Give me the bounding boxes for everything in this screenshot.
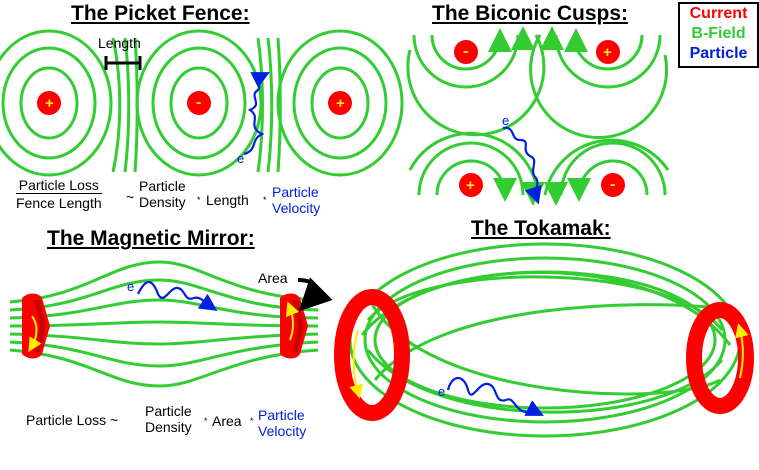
picket-tilde: ~ xyxy=(126,189,135,205)
mirror-times-1: * xyxy=(204,416,208,426)
picket-density-top: Particle xyxy=(139,178,186,194)
picket-fence-field-lines xyxy=(0,29,404,177)
picket-fence-currents xyxy=(37,91,352,115)
biconic-cusps-title: The Biconic Cusps: xyxy=(432,2,629,25)
legend-current: Current xyxy=(689,5,748,22)
tokamak-right-coil xyxy=(686,302,754,414)
area-label: Area xyxy=(258,270,288,286)
mirror-velocity-top: Particle xyxy=(258,407,305,423)
cusp-charge-4: - xyxy=(610,176,616,193)
mirror-velocity: Particle Velocity xyxy=(258,407,306,439)
picket-loss-numerator: Particle Loss xyxy=(16,178,102,194)
legend: Current B-Field Particle xyxy=(678,2,759,68)
mirror-particle-label: e xyxy=(127,279,135,294)
biconic-cusps-currents xyxy=(454,40,625,197)
mirror-loss-lhs: Particle Loss ~ xyxy=(26,412,119,428)
cusp-charge-1: - xyxy=(463,43,469,60)
magnetic-mirror-particle-path xyxy=(137,280,218,311)
mirror-right-coil xyxy=(280,293,308,359)
area-arrow xyxy=(297,277,333,312)
picket-times-1: * xyxy=(197,195,201,205)
cusp-particle-label: e xyxy=(502,113,510,128)
mirror-density-top: Particle xyxy=(145,403,192,419)
picket-density-bottom: Density xyxy=(139,194,186,210)
mirror-velocity-bottom: Velocity xyxy=(258,423,307,439)
mirror-density-bottom: Density xyxy=(145,419,192,435)
picket-times-2: * xyxy=(263,195,267,205)
picket-charge-3: + xyxy=(336,95,345,112)
mirror-left-coil xyxy=(22,293,50,359)
picket-fence-title: The Picket Fence: xyxy=(71,2,250,25)
length-label: Length xyxy=(98,35,141,51)
picket-loss-fraction: Particle Loss Fence Length xyxy=(16,178,102,210)
magnetic-mirror-title: The Magnetic Mirror: xyxy=(47,227,255,250)
mirror-times-2: * xyxy=(250,416,254,426)
picket-particle-label: e xyxy=(237,151,245,166)
picket-velocity: Particle Velocity xyxy=(272,184,320,216)
picket-fence-particle-path xyxy=(243,72,270,156)
tokamak-title: The Tokamak: xyxy=(471,217,611,240)
cusp-charge-2: + xyxy=(603,44,612,61)
picket-velocity-bottom: Velocity xyxy=(272,200,321,216)
picket-loss-denominator: Fence Length xyxy=(16,195,102,211)
picket-charge-1: + xyxy=(45,95,54,112)
picket-charge-2: - xyxy=(196,94,202,111)
mirror-area-term: Area xyxy=(212,413,242,429)
picket-length-term: Length xyxy=(206,192,249,208)
tokamak-particle-path xyxy=(446,376,544,416)
tokamak-particle-label: e xyxy=(438,384,446,399)
mirror-density: Particle Density xyxy=(145,403,192,435)
picket-density: Particle Density xyxy=(139,178,186,210)
biconic-cusps-particle-path xyxy=(502,126,542,205)
cusp-charge-3: + xyxy=(466,177,475,194)
length-marker xyxy=(104,56,142,70)
picket-velocity-top: Particle xyxy=(272,184,319,200)
legend-particle: Particle xyxy=(689,45,748,62)
tokamak-left-coil xyxy=(334,289,410,421)
biconic-cusps-field-lines xyxy=(406,34,670,196)
legend-b-field: B-Field xyxy=(691,25,746,42)
magnetic-mirror-field-lines xyxy=(9,260,319,388)
